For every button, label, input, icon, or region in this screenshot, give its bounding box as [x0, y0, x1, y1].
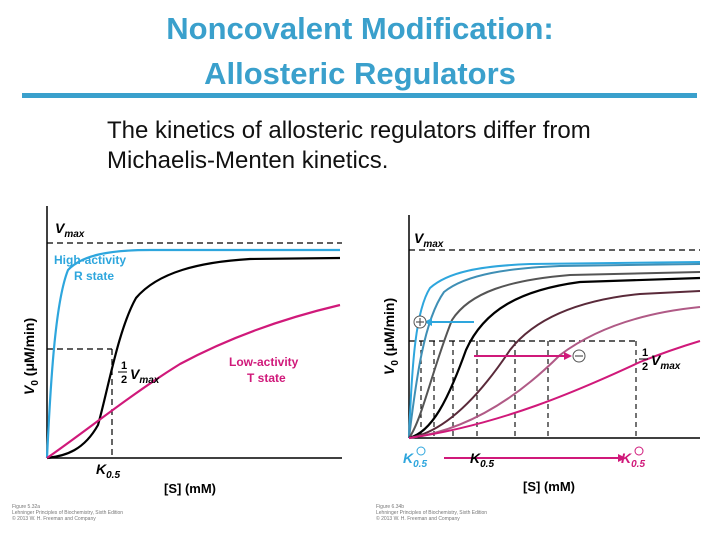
- left-figure: Vmax High-activity R state Low-activity …: [21, 206, 342, 496]
- left-caption-line3: © 2013 W. H. Freeman and Company: [12, 516, 96, 522]
- right-curve-activator-weak: [408, 263, 701, 439]
- t-state-curve: [46, 303, 341, 459]
- slide-subtitle: The kinetics of allosteric regulators di…: [107, 116, 707, 176]
- r-state-label-line2: R state: [74, 269, 114, 283]
- right-curve-intermediate: [408, 271, 701, 439]
- right-curve-inhibitor-strong: [408, 340, 701, 439]
- right-x-label: [S] (mM): [523, 479, 575, 494]
- right-half-num: 1: [642, 347, 648, 359]
- t-state-label-line2: T state: [247, 371, 286, 385]
- right-figure-caption: Figure 6.34b Lehninger Principles of Bio…: [376, 504, 487, 522]
- left-y-label: V0 (μM/min): [21, 318, 41, 395]
- right-curve-no-effector: [408, 276, 701, 440]
- right-k05-activator-label: K0.5: [403, 450, 427, 470]
- left-vmax-label: Vmax: [55, 220, 85, 240]
- left-caption-line2: Lehninger Principles of Biochemistry, Si…: [12, 510, 124, 516]
- right-caption-line2: Lehninger Principles of Biochemistry, Si…: [376, 510, 488, 516]
- sigmoid-curve: [46, 256, 341, 460]
- slide-title-line1: Noncovalent Modification:: [166, 11, 554, 46]
- subtitle-line1: The kinetics of allosteric regulators di…: [107, 117, 591, 144]
- right-y-label: V0 (μM/min): [381, 298, 401, 375]
- right-figure: Vmax 1 2 Vmax K0.5 K0.5 K0.5 [S] (mM) V0…: [381, 215, 701, 494]
- slide-title-line2: Allosteric Regulators: [204, 56, 516, 91]
- k05-activator-plus-icon: [416, 446, 426, 456]
- left-caption-line1: Figure 5.32a: [12, 504, 41, 510]
- left-half-num: 1: [121, 360, 127, 372]
- right-half-den: 2: [642, 361, 648, 373]
- subtitle-line2: Michaelis-Menten kinetics.: [107, 147, 389, 174]
- left-half-den: 2: [121, 374, 127, 386]
- right-curve-activator-strong: [408, 261, 701, 439]
- right-vmax-label: Vmax: [414, 230, 444, 250]
- left-half-vmax-label: Vmax: [130, 366, 160, 386]
- t-state-label-line1: Low-activity: [229, 355, 299, 369]
- left-x-label: [S] (mM): [164, 481, 216, 496]
- right-curve-inhibitor-weak: [408, 290, 701, 439]
- k05-inhibitor-minus-icon: [634, 446, 644, 456]
- r-state-curve: [45, 248, 340, 459]
- left-k05-label: K0.5: [96, 461, 120, 481]
- right-caption-line1: Figure 6.34b: [376, 504, 405, 510]
- r-state-label-line1: High-activity: [54, 253, 126, 267]
- title-underline: [22, 93, 697, 98]
- right-half-vmax-label: Vmax: [651, 352, 681, 372]
- right-k05-label: K0.5: [470, 450, 494, 470]
- right-caption-line3: © 2013 W. H. Freeman and Company: [376, 516, 460, 522]
- left-figure-caption: Figure 5.32a Lehninger Principles of Bio…: [12, 504, 123, 522]
- right-k05-inhibitor-label: K0.5: [621, 450, 645, 470]
